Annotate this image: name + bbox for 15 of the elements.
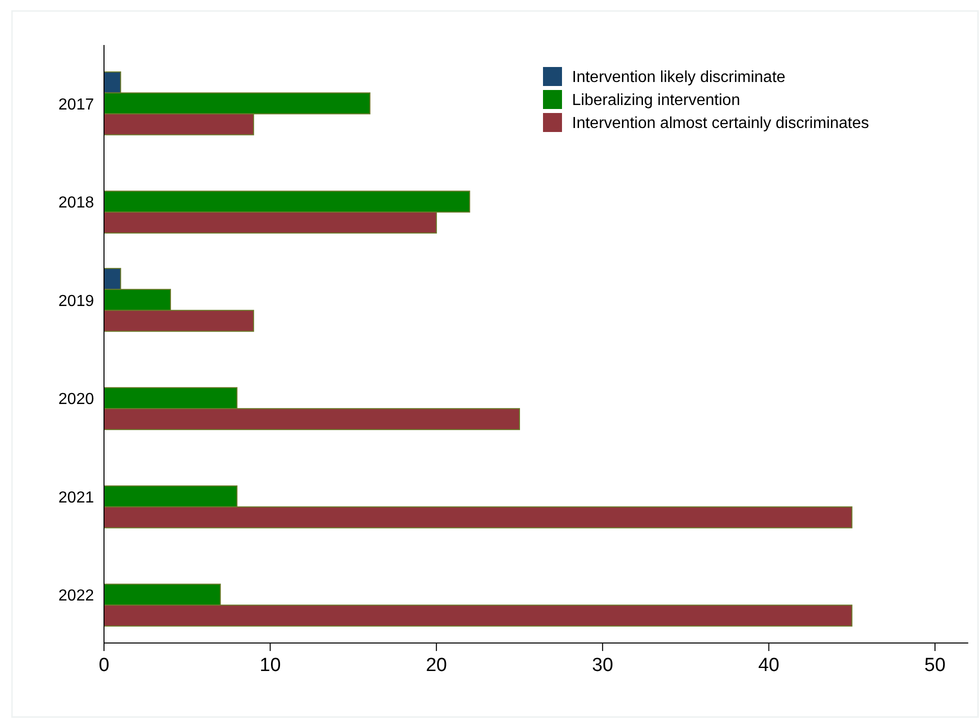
legend-label: Intervention likely discriminate (572, 69, 786, 86)
x-tick-label: 50 (924, 655, 946, 676)
y-tick-label: 2018 (58, 194, 94, 212)
legend-label: Liberalizing intervention (572, 92, 740, 109)
y-tick-label: 2019 (58, 292, 94, 310)
x-tick-label: 10 (260, 655, 281, 676)
y-tick-label: 2017 (58, 96, 94, 114)
x-tick-label: 20 (426, 655, 447, 676)
y-tick-label: 2020 (58, 391, 94, 408)
x-tick-label: 0 (98, 655, 110, 676)
y-tick-label: 2022 (58, 588, 94, 605)
legend-label: Intervention almost certainly discriminates (572, 115, 870, 132)
x-tick-label: 30 (592, 655, 614, 676)
x-tick-label: 40 (758, 655, 780, 676)
y-tick-label: 2021 (58, 489, 94, 506)
